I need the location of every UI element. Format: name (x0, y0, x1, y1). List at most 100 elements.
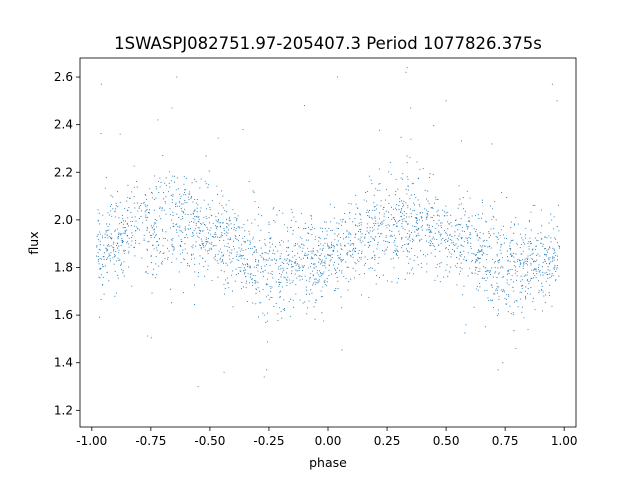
data-point (263, 275, 265, 277)
data-point (188, 228, 190, 230)
data-point (373, 229, 375, 231)
data-point (503, 290, 505, 292)
data-point (175, 203, 177, 206)
data-point (314, 253, 317, 255)
data-point (248, 181, 250, 183)
data-point (208, 222, 211, 224)
data-point (360, 224, 362, 226)
data-point (519, 266, 521, 268)
data-point (397, 278, 400, 280)
data-point (162, 207, 164, 209)
data-point (542, 291, 544, 293)
data-point (301, 278, 303, 280)
data-point (485, 220, 487, 222)
data-point (415, 217, 417, 219)
data-point (126, 242, 128, 244)
data-point (195, 241, 197, 243)
data-point (331, 273, 333, 275)
data-point (513, 224, 516, 226)
data-point (218, 250, 220, 252)
data-point (194, 209, 196, 211)
data-point (292, 299, 294, 301)
data-point (164, 182, 166, 184)
data-point (501, 276, 503, 278)
data-point (372, 237, 374, 239)
data-point (194, 284, 196, 286)
data-point (484, 271, 486, 273)
data-point (328, 246, 330, 248)
data-point (197, 272, 200, 274)
data-point (281, 286, 283, 288)
data-point (252, 274, 254, 276)
data-point (241, 262, 244, 264)
data-point (117, 238, 119, 240)
data-point (320, 273, 322, 275)
data-point (110, 237, 112, 239)
data-point (134, 242, 137, 244)
x-tick-label: -0.75 (135, 434, 166, 448)
data-point (336, 235, 339, 237)
data-point (536, 259, 538, 261)
data-point (220, 236, 222, 238)
data-point (496, 236, 498, 238)
data-point (418, 234, 420, 237)
data-point (103, 244, 105, 246)
data-point (188, 224, 190, 226)
data-point (98, 316, 100, 318)
data-point (525, 257, 527, 259)
data-point (430, 207, 432, 209)
data-point (165, 177, 167, 179)
data-point (176, 223, 178, 225)
data-point (498, 298, 500, 300)
data-point (226, 211, 228, 213)
data-point (321, 273, 323, 275)
data-point (280, 274, 283, 276)
data-point (341, 307, 343, 309)
data-point (244, 272, 246, 274)
data-point (140, 215, 142, 218)
data-point (493, 293, 495, 295)
data-point (254, 260, 257, 262)
data-point (374, 257, 376, 259)
data-points (96, 67, 561, 388)
data-point (481, 250, 483, 252)
data-point (236, 218, 238, 220)
data-point (245, 287, 247, 289)
data-point (282, 308, 284, 310)
data-point (286, 262, 288, 264)
data-point (96, 246, 98, 248)
data-point (194, 263, 196, 265)
data-point (502, 267, 504, 269)
data-point (478, 236, 480, 239)
data-point (490, 234, 492, 236)
data-point (184, 189, 186, 191)
data-point (303, 105, 305, 107)
data-point (529, 221, 531, 223)
data-point (384, 199, 387, 201)
data-point (249, 276, 251, 278)
data-point (253, 191, 255, 193)
data-point (275, 260, 277, 262)
x-tick-label: 0.00 (315, 434, 342, 448)
data-point (288, 300, 290, 303)
data-point (235, 268, 237, 270)
data-point (322, 244, 324, 246)
data-point (425, 216, 427, 218)
data-point (241, 248, 243, 250)
data-point (526, 280, 528, 282)
data-point (363, 273, 366, 275)
data-point (333, 245, 335, 247)
data-point (350, 254, 352, 256)
data-point (282, 212, 284, 214)
data-point (373, 239, 376, 241)
data-point (268, 231, 270, 234)
data-point (290, 219, 293, 221)
data-point (442, 276, 445, 278)
data-point (254, 282, 256, 284)
data-point (510, 279, 512, 281)
data-point (199, 230, 202, 232)
data-point (477, 273, 479, 275)
data-point (402, 244, 404, 247)
data-point (500, 252, 502, 254)
